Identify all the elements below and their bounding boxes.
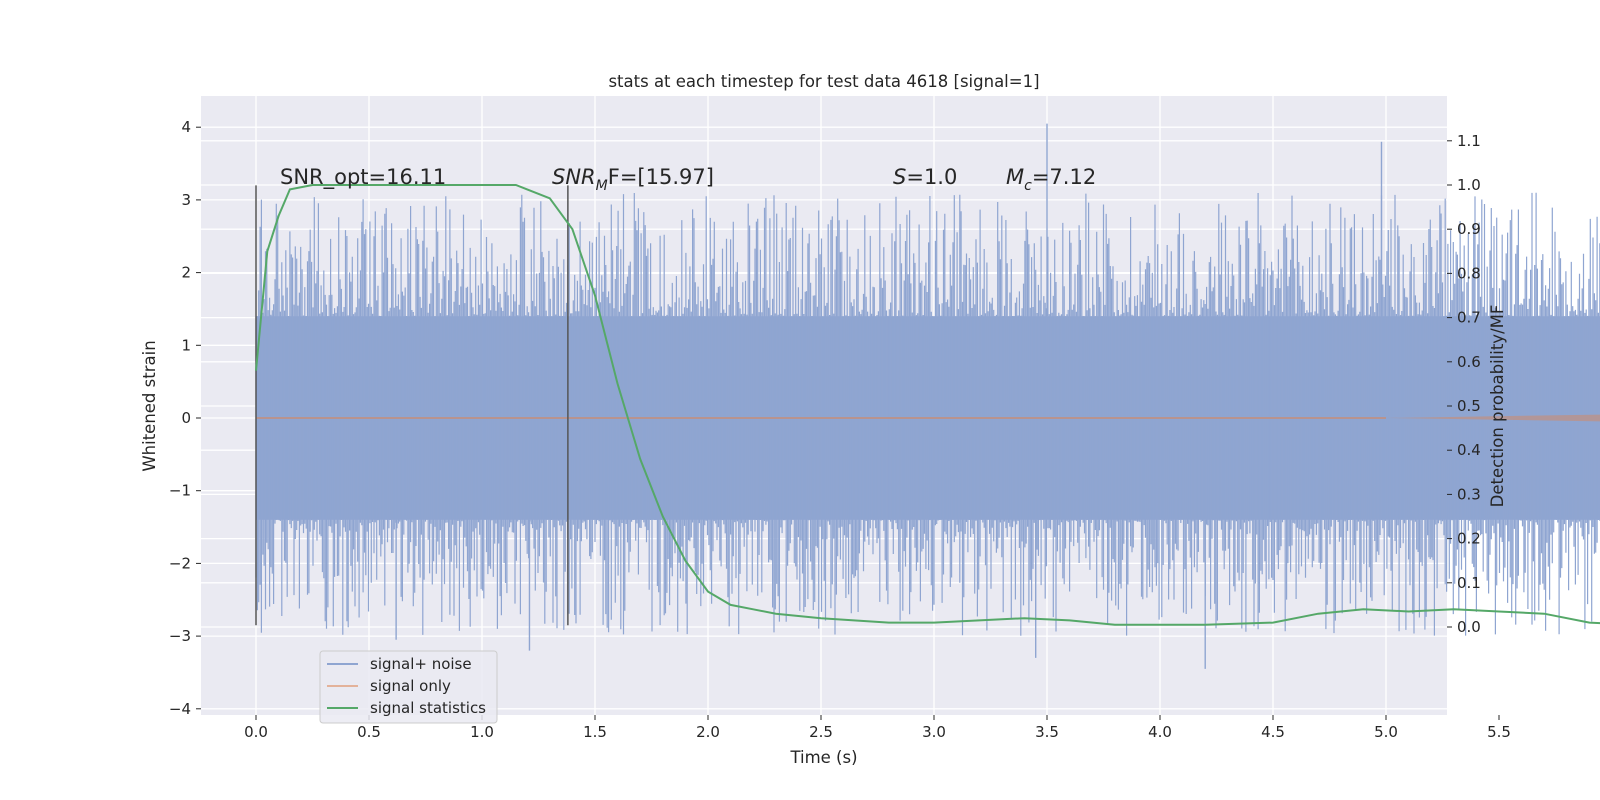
y2-tick-label: 0.3 — [1457, 485, 1481, 503]
y2-tick-label: 0.8 — [1457, 264, 1481, 282]
y2-tick-label: 0.2 — [1457, 530, 1481, 548]
y-tick-label: 3 — [181, 191, 191, 209]
y2-tick-label: 0.4 — [1457, 441, 1481, 459]
x-tick-label: 3.5 — [1035, 723, 1059, 741]
annotation-snr-mf-main: SNR — [552, 165, 596, 189]
x-tick-label: 4.5 — [1261, 723, 1285, 741]
series-signal-statistics — [255, 184, 1600, 626]
legend: signal+ noise signal only signal statist… — [319, 650, 498, 724]
x-axis-ticks: 0.00.51.01.52.02.53.03.54.04.55.05.56.06… — [244, 715, 1511, 741]
y2-tick-label: 0.0 — [1457, 618, 1481, 636]
chirp-envelope — [1386, 414, 1600, 422]
x-tick-label: 5.5 — [1487, 723, 1511, 741]
y-tick-label: 0 — [181, 409, 191, 427]
y2-tick-label: 0.9 — [1457, 220, 1481, 238]
y-tick-label: 2 — [181, 264, 191, 282]
legend-label-signal-statistics: signal statistics — [370, 699, 486, 717]
x-tick-label: 2.0 — [696, 723, 720, 741]
y-tick-label: −1 — [169, 482, 191, 500]
y2-tick-label: 0.7 — [1457, 309, 1481, 327]
annotation-snr-mf: SNRMF=[15.97] — [552, 165, 714, 194]
y-tick-label: −3 — [169, 627, 191, 645]
y2-tick-label: 0.1 — [1457, 574, 1481, 592]
series-signal-only — [256, 414, 1600, 422]
legend-label-signal-noise: signal+ noise — [370, 655, 472, 673]
y2-tick-label: 1.1 — [1457, 132, 1481, 150]
x-tick-label: 0.0 — [244, 723, 268, 741]
x-tick-label: 0.5 — [357, 723, 381, 741]
x-tick-label: 5.0 — [1374, 723, 1398, 741]
y-tick-label: 1 — [181, 336, 191, 354]
y2-tick-label: 0.6 — [1457, 353, 1481, 371]
x-tick-label: 4.0 — [1148, 723, 1172, 741]
x-axis-label: Time (s) — [789, 748, 857, 767]
annotation-snr-mf-sub: M — [596, 178, 608, 194]
vertical-markers — [255, 185, 569, 626]
x-tick-label: 3.0 — [922, 723, 946, 741]
y2-axis-ticks: 1.1 1.0 0.9 0.8 0.7 0.6 0.5 0.4 0.3 0.2 0.1 0.0 — [1447, 132, 1481, 636]
x-tick-label: 1.5 — [583, 723, 607, 741]
x-tick-label: 1.0 — [470, 723, 494, 741]
annotation-snr-opt: SNR_opt=16.11 — [280, 165, 446, 190]
annotation-mc-main: M — [1006, 165, 1024, 189]
annotation-s-main: S — [893, 165, 906, 189]
y2-tick-label: 0.5 — [1457, 397, 1481, 415]
annotation-mc-rest: =7.12 — [1032, 165, 1096, 189]
y2-tick-label: 1.0 — [1457, 176, 1481, 194]
y-tick-label: 4 — [181, 118, 191, 136]
legend-box — [319, 650, 498, 724]
annotation-mc: Mc=7.12 — [1006, 165, 1096, 194]
y-tick-label: −4 — [169, 700, 191, 718]
statistics-line — [255, 184, 1600, 626]
y-tick-label: −2 — [169, 554, 191, 572]
chart-title: stats at each timestep for test data 461… — [608, 72, 1039, 91]
annotation-mc-sub: c — [1024, 178, 1032, 194]
annotation-s: S=1.0 — [893, 165, 957, 189]
annotation-s-rest: =1.0 — [906, 165, 957, 189]
legend-label-signal-only: signal only — [370, 677, 451, 695]
annotation-snr-mf-rest: F=[15.97] — [608, 165, 714, 189]
y-axis-ticks: 4 3 2 1 0 −1 −2 −3 −4 — [169, 118, 201, 718]
y2-axis-label: Detection probability/MF — [1488, 305, 1507, 508]
y-axis-label: Whitened strain — [140, 340, 159, 471]
x-tick-label: 2.5 — [809, 723, 833, 741]
